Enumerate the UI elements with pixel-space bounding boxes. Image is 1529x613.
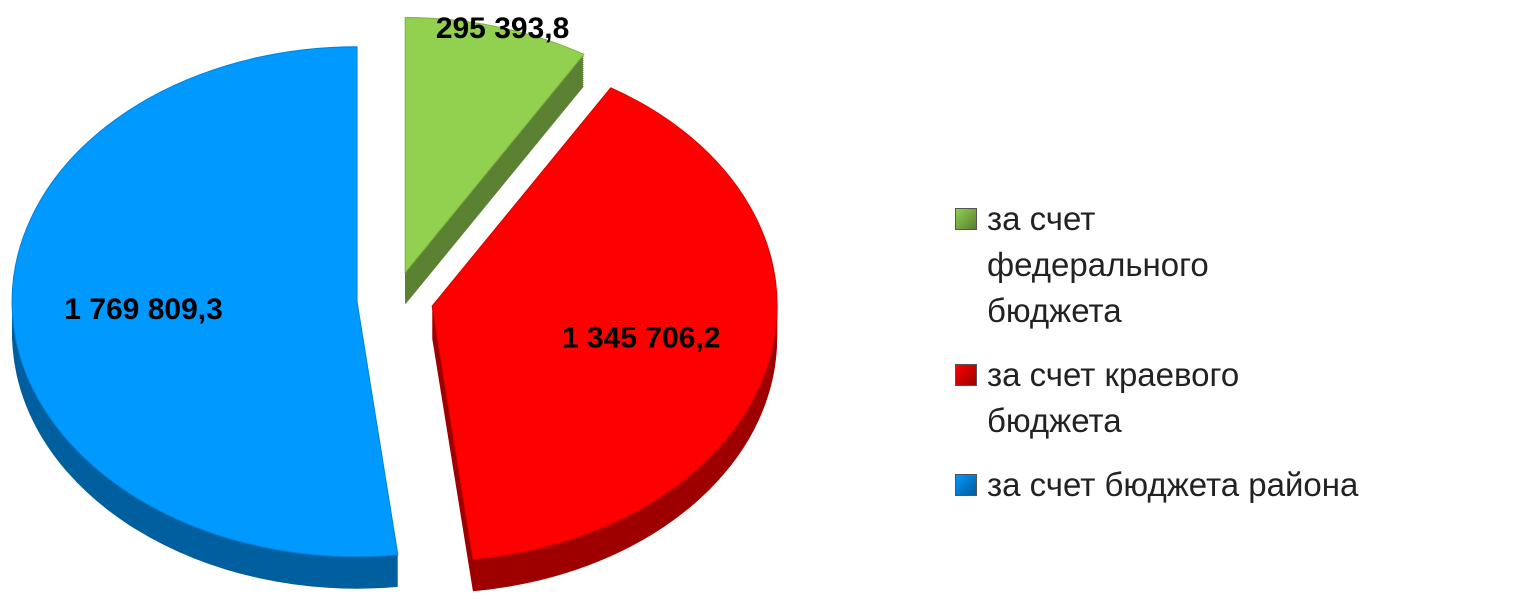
legend-swatch bbox=[955, 474, 977, 496]
legend-label: за счет федерального бюджета bbox=[987, 200, 1209, 329]
slice bbox=[11, 46, 399, 558]
data-label: 295 393,8 bbox=[436, 12, 569, 45]
data-label: 1 769 809,3 bbox=[64, 293, 222, 326]
data-label: 1 345 706,2 bbox=[562, 321, 720, 354]
legend-swatch bbox=[955, 364, 977, 386]
legend-item: за счет бюджета района bbox=[955, 462, 1515, 508]
slice bbox=[404, 17, 585, 274]
legend: за счет федерального бюджета за счет крае… bbox=[955, 196, 1515, 526]
legend-label: за счет бюджета района bbox=[987, 466, 1359, 503]
legend-label: за счет краевого бюджета bbox=[987, 356, 1240, 439]
slice bbox=[431, 87, 778, 560]
legend-item: за счет федерального бюджета bbox=[955, 196, 1515, 334]
legend-item: за счет краевого бюджета bbox=[955, 352, 1515, 444]
legend-swatch bbox=[955, 208, 977, 230]
